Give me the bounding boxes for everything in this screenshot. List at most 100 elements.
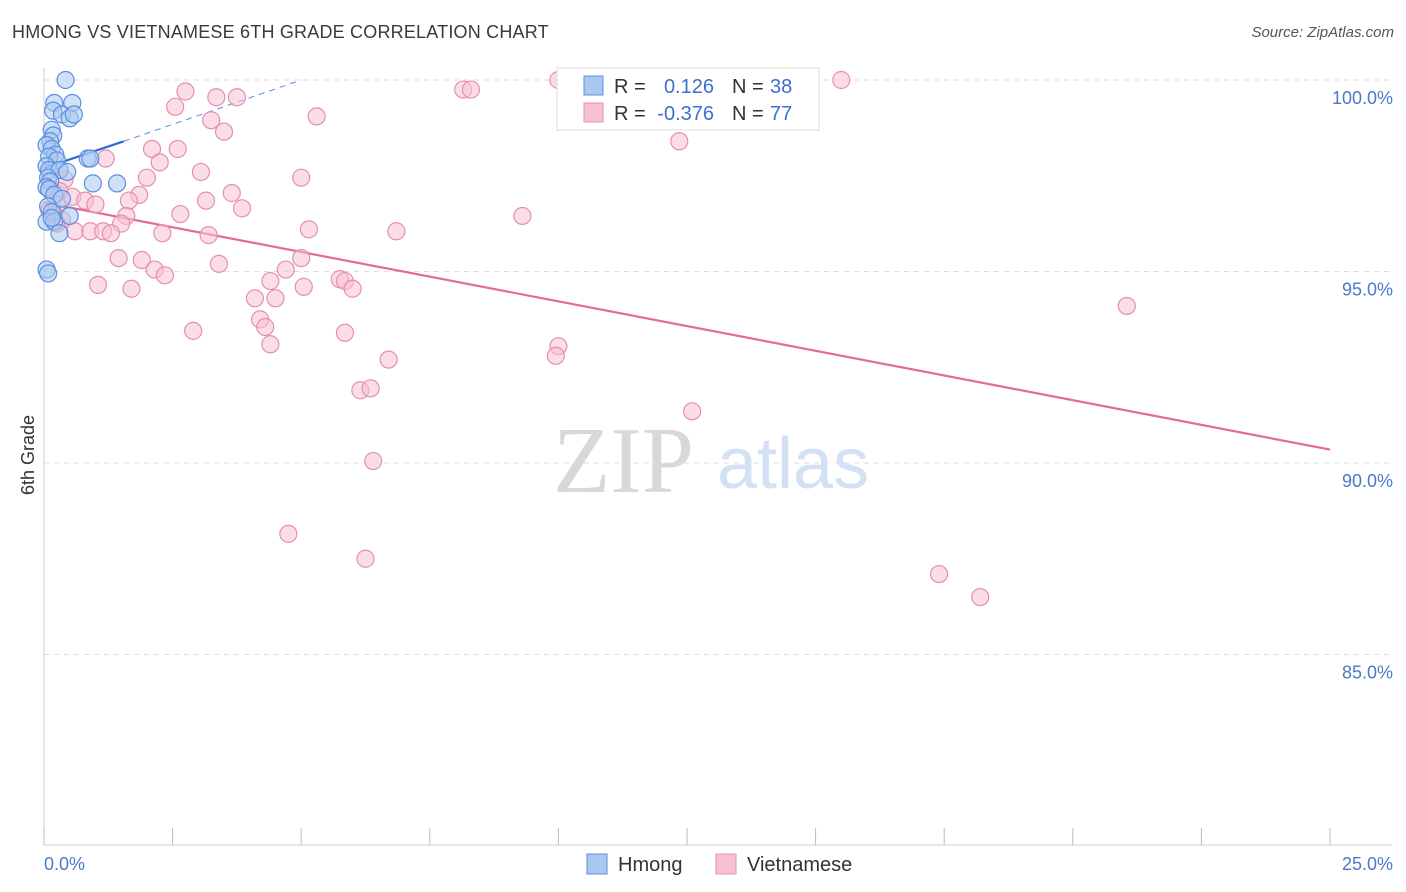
- vietnamese-point: [137, 168, 156, 187]
- vietnamese-point: [832, 70, 851, 90]
- vietnamese-point: [119, 191, 138, 210]
- vietnamese-point: [364, 451, 383, 471]
- vietnamese-point: [227, 88, 246, 107]
- vietnamese-point: [294, 277, 313, 296]
- vietnamese-point: [335, 323, 355, 342]
- y-tick-label: 85.0%: [1342, 663, 1393, 683]
- bottom-legend-swatch-hmong: [586, 853, 608, 875]
- vietnamese-point: [88, 275, 108, 295]
- zipatlas-watermark: ZIP atlas: [553, 409, 869, 513]
- vietnamese-point: [261, 271, 280, 291]
- vietnamese-point: [670, 132, 689, 151]
- vietnamese-points: [40, 70, 1136, 607]
- vietnamese-point: [683, 402, 702, 421]
- chart-title: HMONG VS VIETNAMESE 6TH GRADE CORRELATIO…: [12, 22, 549, 42]
- vietnamese-point: [168, 139, 187, 159]
- vietnamese-point: [109, 248, 128, 268]
- legend-r-value-hmong: 0.126: [664, 76, 714, 98]
- axes: [43, 68, 1392, 846]
- vietnamese-point: [86, 195, 105, 214]
- vietnamese-point: [266, 289, 285, 308]
- vietnamese-point: [361, 379, 380, 398]
- vietnamese-point: [307, 107, 326, 126]
- vietnamese-point: [101, 224, 120, 243]
- vietnamese-point: [929, 564, 949, 584]
- vietnamese-point: [191, 162, 210, 182]
- hmong-point: [56, 70, 75, 90]
- hmong-points: [37, 70, 127, 283]
- hmong-point: [50, 224, 69, 243]
- vietnamese-point: [166, 97, 185, 116]
- legend-n-label-vietnamese: N =: [732, 103, 764, 125]
- y-tick-label: 100.0%: [1332, 88, 1393, 108]
- legend-r-label-vietnamese: R =: [614, 103, 646, 125]
- vietnamese-point: [153, 224, 172, 243]
- vietnamese-point: [122, 279, 141, 298]
- vietnamese-point: [202, 111, 221, 130]
- legend-box: R = 0.126 N = 38 R = -0.376 N = 77: [556, 67, 820, 131]
- vietnamese-point: [546, 346, 565, 365]
- vietnamese-point: [209, 254, 228, 273]
- vietnamese-point: [256, 317, 275, 337]
- vietnamese-point: [513, 206, 532, 226]
- vietnamese-point: [207, 88, 226, 107]
- vietnamese-point: [176, 82, 195, 101]
- vietnamese-point: [214, 122, 234, 141]
- vietnamese-trend-line: [43, 201, 1331, 451]
- vietnamese-point: [196, 191, 216, 210]
- vietnamese-point: [232, 199, 252, 218]
- vietnamese-point: [261, 335, 280, 354]
- vietnamese-point: [356, 549, 375, 568]
- legend-n-value-vietnamese: 77: [770, 103, 792, 125]
- x-tick-label-min: 0.0%: [44, 854, 85, 874]
- vietnamese-point: [96, 149, 115, 168]
- vietnamese-point: [184, 321, 203, 340]
- vietnamese-point: [142, 139, 162, 159]
- legend-r-label-hmong: R =: [614, 76, 646, 98]
- vietnamese-point: [171, 204, 190, 224]
- vietnamese-point: [279, 524, 298, 543]
- source-label: Source: ZipAtlas.com: [1251, 24, 1394, 41]
- legend-swatch-vietnamese: [583, 102, 604, 123]
- vietnamese-point: [1117, 296, 1136, 316]
- hmong-point: [64, 105, 83, 124]
- gridlines: [44, 79, 1392, 655]
- vietnamese-point: [132, 250, 151, 270]
- hmong-point: [39, 264, 58, 283]
- x-tick-label-max: 25.0%: [1342, 854, 1393, 874]
- y-tick-label: 90.0%: [1342, 471, 1393, 491]
- y-tick-labels: 100.0% 95.0% 90.0% 85.0%: [1332, 88, 1393, 683]
- vietnamese-point: [292, 248, 311, 268]
- hmong-point: [52, 189, 72, 208]
- hmong-point: [60, 206, 79, 226]
- vietnamese-point: [155, 266, 174, 285]
- bottom-legend-hmong: Hmong: [618, 854, 682, 876]
- hmong-point: [58, 162, 77, 182]
- legend-r-value-vietnamese: -0.376: [657, 103, 714, 125]
- legend-swatch-hmong: [583, 75, 604, 96]
- vietnamese-point: [276, 260, 295, 279]
- vietnamese-point: [292, 168, 311, 187]
- vietnamese-point: [299, 220, 319, 239]
- vietnamese-point: [343, 279, 362, 298]
- vietnamese-point: [199, 226, 218, 245]
- y-tick-label: 95.0%: [1342, 280, 1393, 300]
- hmong-trend-extension: [123, 79, 302, 142]
- bottom-legend-swatch-vietnamese: [715, 853, 737, 875]
- watermark-atlas: atlas: [717, 424, 869, 504]
- y-axis-label: 6th Grade: [18, 415, 38, 495]
- vietnamese-point: [65, 222, 84, 241]
- hmong-point: [42, 208, 61, 227]
- bottom-legend-vietnamese: Vietnamese: [747, 854, 852, 876]
- vietnamese-point: [387, 222, 406, 241]
- hmong-point: [81, 149, 100, 168]
- legend-n-value-hmong: 38: [770, 76, 792, 98]
- vietnamese-point: [461, 80, 481, 99]
- vietnamese-point: [150, 153, 169, 172]
- legend-n-label-hmong: N =: [732, 76, 764, 98]
- vietnamese-point: [971, 587, 990, 607]
- x-tick-labels: 0.0% 25.0%: [44, 854, 1393, 874]
- watermark-zip: ZIP: [553, 409, 694, 513]
- trend-lines: [43, 79, 1331, 451]
